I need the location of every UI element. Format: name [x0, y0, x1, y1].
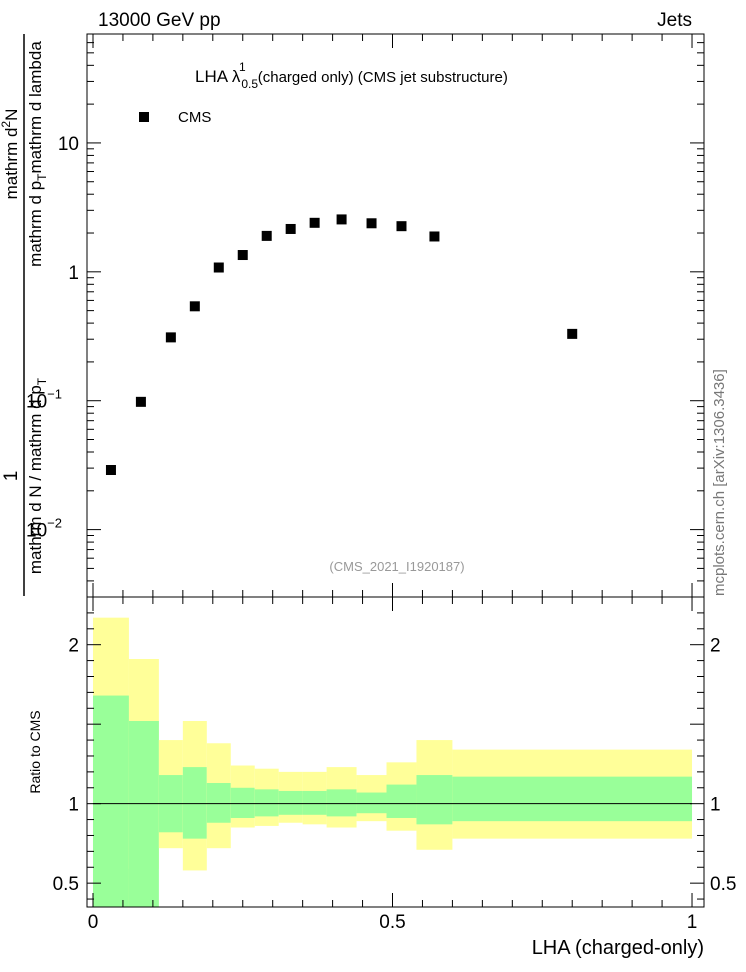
ratio-inner-band — [386, 784, 417, 818]
plot-title-rest: (charged only) (CMS jet substructure) — [258, 69, 508, 86]
cms-data-point — [309, 217, 320, 228]
energy-label: 13000 GeV pp — [98, 10, 221, 31]
x-axis-label: LHA (charged-only) — [532, 937, 704, 959]
ratio-y-tick-label: 2 — [68, 636, 79, 657]
legend-label-cms: CMS — [178, 109, 211, 126]
x-tick-label: 0.5 — [379, 912, 405, 933]
ratio-inner-band — [182, 767, 207, 839]
main-y-tick-label-exponent: −2 — [47, 516, 62, 531]
process-label: Jets — [657, 10, 692, 31]
ratio-y-tick-label: 0.5 — [53, 874, 79, 895]
ratio-inner-band — [230, 787, 255, 818]
ratio-y-axis-label: Ratio to CMS — [27, 710, 43, 793]
ratio-inner-band — [254, 789, 279, 817]
ratio-x-axis: 0 0.5 1 — [88, 597, 698, 933]
cms-data-point — [336, 214, 347, 225]
ylabel-denominator-2: mathrm d pTmathrm d lambda — [26, 41, 49, 267]
cms-data-point — [261, 230, 272, 241]
ylabel-numerator-1: 1 — [1, 471, 22, 482]
main-y-tick-label-exponent: −1 — [47, 387, 62, 402]
ratio-inner-band — [302, 790, 327, 815]
analysis-watermark: (CMS_2021_I1920187) — [329, 559, 464, 574]
ratio-inner-band — [356, 792, 387, 814]
main-y-tick-label: 10 — [58, 134, 79, 155]
cms-data-point — [189, 301, 200, 312]
ratio-inner-band — [92, 695, 129, 907]
legend-marker-cms — [139, 112, 149, 122]
main-x-axis — [92, 34, 693, 597]
main-y-tick-label: 1 — [68, 263, 79, 284]
ratio-y-tick-label: 1 — [68, 795, 79, 816]
ratio-inner-band — [278, 790, 303, 815]
cms-data-point — [429, 231, 440, 242]
ratio-y-tick-label-right: 2 — [710, 636, 721, 657]
ratio-plot-frame — [86, 596, 705, 908]
plot-title: LHA λ0.5 1 (charged only) (CMS jet substru… — [195, 60, 508, 91]
ratio-y-axis: 0.5 0.5 1 1 2 2 — [53, 612, 736, 900]
mcplots-side-label: mcplots.cern.ch [arXiv:1306.3436] — [711, 369, 728, 596]
ratio-y-tick-label-right: 1 — [710, 795, 721, 816]
plot-title-sub: 0.5 — [241, 77, 258, 91]
ylabel-numerator-2: mathrm d N / mathrm d pT — [26, 377, 49, 574]
x-tick-label: 1 — [687, 912, 698, 933]
plot-title-sup: 1 — [239, 60, 246, 74]
main-y-axis-label: 1 mathrm d N / mathrm d pT mathrm d2N ma… — [0, 34, 49, 596]
ratio-inner-band — [128, 721, 159, 907]
ratio-uncertainty-bands — [92, 617, 693, 907]
ratio-y-tick-label-right: 0.5 — [710, 874, 736, 895]
cms-data-point — [366, 218, 377, 229]
cms-data-point — [165, 332, 176, 343]
ratio-inner-band — [326, 789, 357, 817]
cms-data-point — [396, 221, 407, 232]
cms-data-point — [135, 396, 146, 407]
plot-title-main: LHA λ — [195, 67, 241, 86]
cms-data-point — [285, 223, 296, 234]
ratio-inner-band — [416, 775, 453, 825]
x-tick-label: 0 — [88, 912, 99, 933]
ratio-plot-panel: 0.5 0.51 12 2 0 0.5 1 — [53, 596, 736, 933]
cms-data-points — [105, 214, 578, 476]
cms-data-point — [237, 250, 248, 261]
cms-data-point — [105, 465, 116, 476]
ratio-inner-band — [206, 783, 231, 823]
cms-data-point — [567, 328, 578, 339]
cms-data-point — [213, 262, 224, 273]
ylabel-denominator-1: mathrm d2N — [0, 109, 21, 200]
ratio-inner-band — [452, 776, 693, 822]
